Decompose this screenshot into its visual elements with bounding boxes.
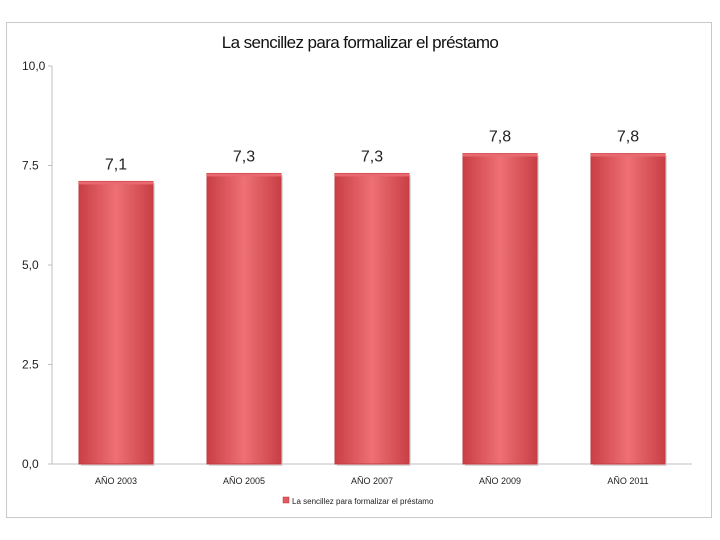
bar: [590, 153, 666, 465]
x-tick-label: AÑO 2005: [223, 476, 265, 486]
legend-label: La sencillez para formalizar el préstamo: [292, 497, 434, 506]
bar-top-cap: [79, 181, 153, 185]
data-label: 7,8: [489, 129, 511, 146]
x-tick-label: AÑO 2007: [351, 476, 393, 486]
legend-swatch: [282, 496, 290, 504]
x-tick-label: AÑO 2003: [95, 476, 137, 486]
data-label: 7,3: [233, 148, 255, 165]
chart-title: La sencillez para formalizar el préstamo: [222, 33, 499, 52]
bar-top-cap: [591, 153, 665, 157]
data-labels-group: 7,1 7,3 7,3 7,8 7,8: [105, 129, 639, 174]
y-tick-label: 2.5: [22, 358, 39, 372]
x-tick-label: AÑO 2011: [607, 476, 648, 486]
data-label: 7,8: [617, 129, 639, 146]
data-label: 7,1: [105, 156, 127, 173]
bar: [78, 180, 154, 465]
bars-group: [78, 153, 667, 467]
bar-top-cap: [207, 173, 281, 177]
bar: [206, 172, 282, 465]
y-tick-label: 5,0: [22, 258, 39, 272]
y-tick-label: 0,0: [22, 457, 39, 471]
x-tick-label: AÑO 2009: [479, 476, 521, 486]
bar: [462, 153, 538, 465]
bar-top-cap: [335, 173, 409, 177]
y-tick-label: 10,0: [22, 59, 46, 73]
data-label: 7,3: [361, 148, 383, 165]
bar-top-cap: [463, 153, 537, 157]
bar: [334, 172, 410, 465]
y-tick-label: 7.5: [22, 159, 39, 173]
legend: La sencillez para formalizar el préstamo: [282, 496, 434, 506]
axes-group: 0,0 2.5 5,0 7.5 10,0 AÑO 2003 AÑO 2005 AÑO 2007…: [22, 59, 692, 486]
